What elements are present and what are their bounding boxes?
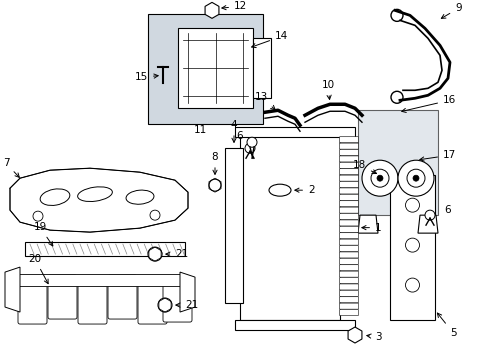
FancyBboxPatch shape <box>339 181 358 188</box>
FancyBboxPatch shape <box>339 233 358 239</box>
FancyBboxPatch shape <box>252 38 270 98</box>
Text: 7: 7 <box>2 158 20 177</box>
Text: 12: 12 <box>222 1 247 12</box>
Circle shape <box>424 210 434 220</box>
FancyBboxPatch shape <box>339 303 358 309</box>
Polygon shape <box>357 215 377 233</box>
Text: 17: 17 <box>419 150 455 161</box>
FancyBboxPatch shape <box>339 310 358 316</box>
FancyBboxPatch shape <box>235 127 354 137</box>
Text: 21: 21 <box>176 300 198 310</box>
FancyBboxPatch shape <box>48 275 77 319</box>
FancyBboxPatch shape <box>339 252 358 258</box>
Polygon shape <box>10 168 187 232</box>
FancyBboxPatch shape <box>18 280 47 324</box>
Text: 6: 6 <box>444 205 450 215</box>
FancyBboxPatch shape <box>339 156 358 162</box>
FancyBboxPatch shape <box>357 110 437 215</box>
FancyBboxPatch shape <box>339 284 358 290</box>
Text: 9: 9 <box>441 3 461 18</box>
Circle shape <box>246 137 257 147</box>
FancyBboxPatch shape <box>240 135 339 320</box>
Text: 11: 11 <box>193 125 206 135</box>
FancyBboxPatch shape <box>339 137 358 143</box>
FancyBboxPatch shape <box>224 148 243 303</box>
Circle shape <box>397 160 433 196</box>
FancyBboxPatch shape <box>339 271 358 277</box>
Text: 18: 18 <box>352 160 376 174</box>
Text: 2: 2 <box>294 185 314 195</box>
Text: 14: 14 <box>251 31 287 48</box>
Text: 15: 15 <box>135 72 158 82</box>
Text: 5: 5 <box>437 313 456 338</box>
FancyBboxPatch shape <box>339 175 358 181</box>
Text: 1: 1 <box>361 222 381 233</box>
FancyBboxPatch shape <box>339 226 358 232</box>
Text: 8: 8 <box>211 152 218 174</box>
Circle shape <box>376 175 382 181</box>
Text: 21: 21 <box>165 249 188 259</box>
Text: 13: 13 <box>254 92 275 110</box>
Circle shape <box>158 298 172 312</box>
FancyBboxPatch shape <box>15 274 180 286</box>
FancyBboxPatch shape <box>339 201 358 207</box>
FancyBboxPatch shape <box>25 242 184 256</box>
FancyBboxPatch shape <box>339 258 358 264</box>
FancyBboxPatch shape <box>339 213 358 220</box>
FancyBboxPatch shape <box>339 246 358 252</box>
Circle shape <box>244 143 254 153</box>
FancyBboxPatch shape <box>339 143 358 149</box>
Circle shape <box>361 160 397 196</box>
Polygon shape <box>417 215 437 233</box>
FancyBboxPatch shape <box>339 169 358 175</box>
FancyBboxPatch shape <box>339 149 358 156</box>
Circle shape <box>208 179 221 191</box>
Polygon shape <box>180 272 195 312</box>
FancyBboxPatch shape <box>339 239 358 245</box>
Text: 16: 16 <box>401 95 455 112</box>
FancyBboxPatch shape <box>138 280 167 324</box>
Text: 20: 20 <box>28 254 48 284</box>
FancyBboxPatch shape <box>339 291 358 296</box>
FancyBboxPatch shape <box>339 194 358 200</box>
FancyBboxPatch shape <box>339 188 358 194</box>
Polygon shape <box>5 267 20 312</box>
Text: 3: 3 <box>366 332 381 342</box>
Circle shape <box>148 247 162 261</box>
FancyBboxPatch shape <box>389 175 434 320</box>
Circle shape <box>412 175 418 181</box>
FancyBboxPatch shape <box>78 280 107 324</box>
FancyBboxPatch shape <box>339 162 358 168</box>
FancyBboxPatch shape <box>235 320 354 330</box>
FancyBboxPatch shape <box>339 278 358 284</box>
FancyBboxPatch shape <box>339 297 358 303</box>
FancyBboxPatch shape <box>339 265 358 271</box>
Text: 19: 19 <box>33 222 53 246</box>
FancyBboxPatch shape <box>148 14 263 124</box>
FancyBboxPatch shape <box>108 275 137 319</box>
FancyBboxPatch shape <box>339 207 358 213</box>
FancyBboxPatch shape <box>339 220 358 226</box>
Text: 4: 4 <box>230 120 237 142</box>
Text: 6: 6 <box>236 131 243 141</box>
Text: 10: 10 <box>321 80 334 99</box>
FancyBboxPatch shape <box>163 278 192 322</box>
FancyBboxPatch shape <box>178 28 252 108</box>
